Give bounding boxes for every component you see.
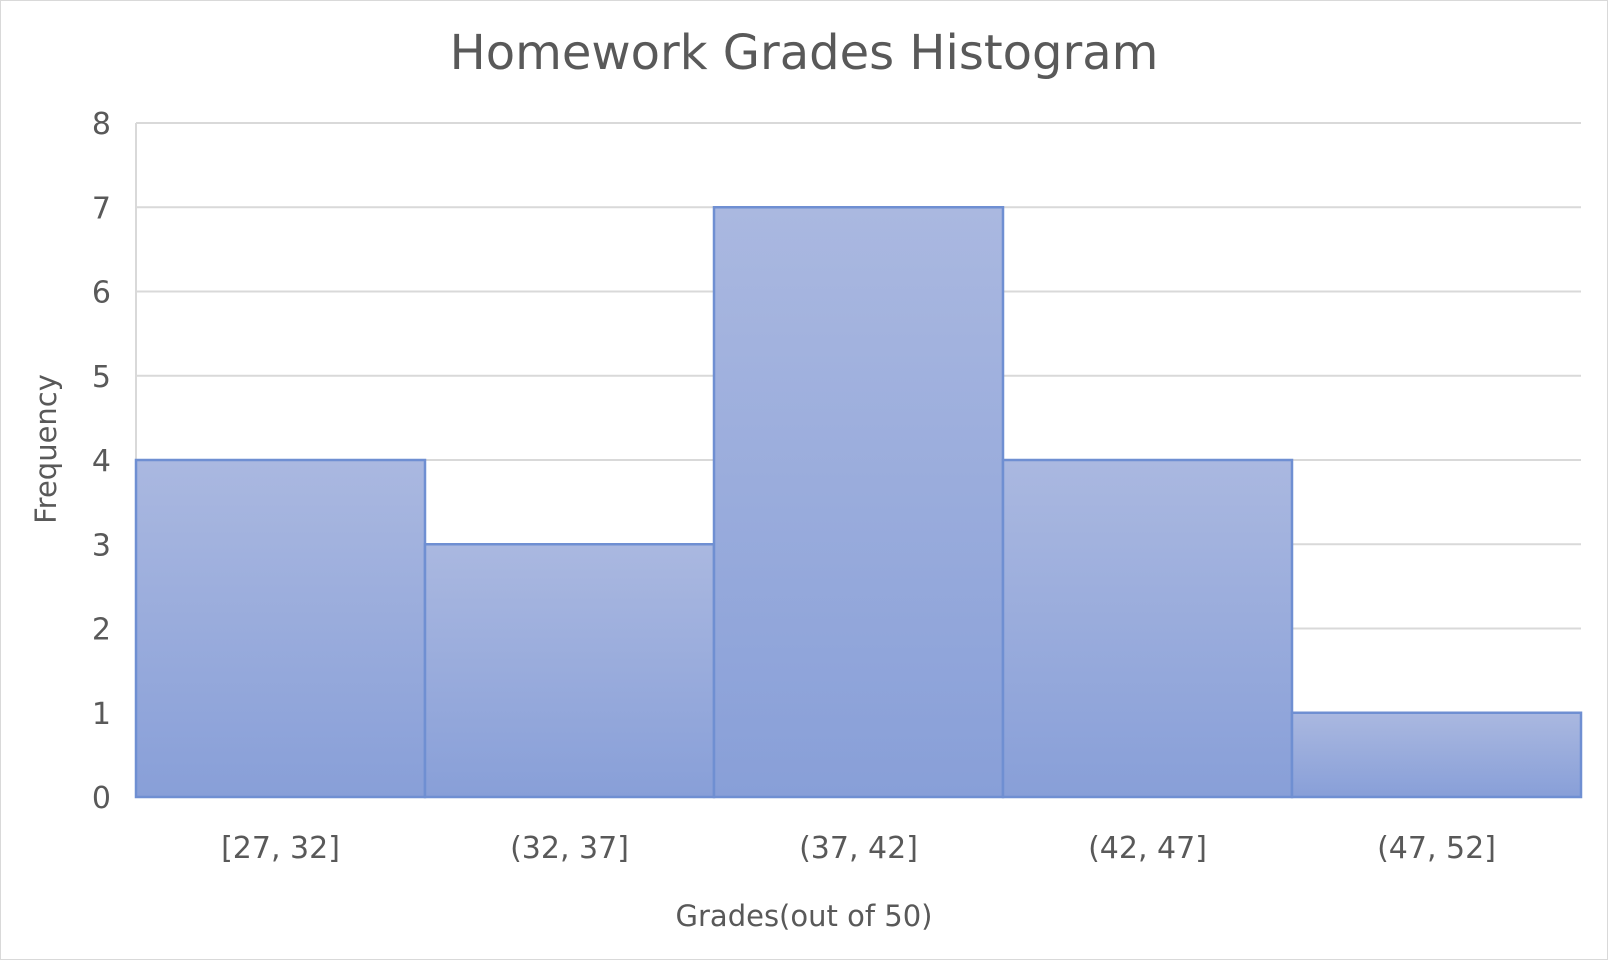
- bars: [134, 206, 1583, 799]
- x-tick-label: (37, 42]: [799, 831, 918, 866]
- x-axis-ticks: [27, 32] (32, 37] (37, 42] (42, 47] (47, 52]: [221, 831, 1496, 866]
- bar: [712, 206, 1005, 799]
- x-tick-label: (47, 52]: [1377, 831, 1496, 866]
- bar: [423, 543, 716, 799]
- bar: [1001, 458, 1294, 799]
- y-axis-title: Frequency: [29, 374, 63, 524]
- y-tick-label: 0: [92, 781, 111, 816]
- x-tick-label: (42, 47]: [1088, 831, 1207, 866]
- y-axis-ticks: 0 1 2 3 4 5 6 7 8: [92, 107, 111, 816]
- x-tick-label: (32, 37]: [510, 831, 629, 866]
- y-tick-label: 1: [92, 697, 111, 732]
- y-tick-label: 5: [92, 360, 111, 395]
- bar: [1290, 711, 1583, 799]
- y-tick-label: 6: [92, 276, 111, 311]
- y-tick-label: 4: [92, 444, 111, 479]
- y-tick-label: 7: [92, 191, 111, 226]
- chart-title: Homework Grades Histogram: [450, 25, 1159, 81]
- y-tick-label: 8: [92, 107, 111, 142]
- y-tick-label: 3: [92, 528, 111, 563]
- y-tick-label: 2: [92, 613, 111, 648]
- x-axis-title: Grades(out of 50): [676, 899, 933, 933]
- bar: [134, 458, 427, 799]
- x-tick-label: [27, 32]: [221, 831, 340, 866]
